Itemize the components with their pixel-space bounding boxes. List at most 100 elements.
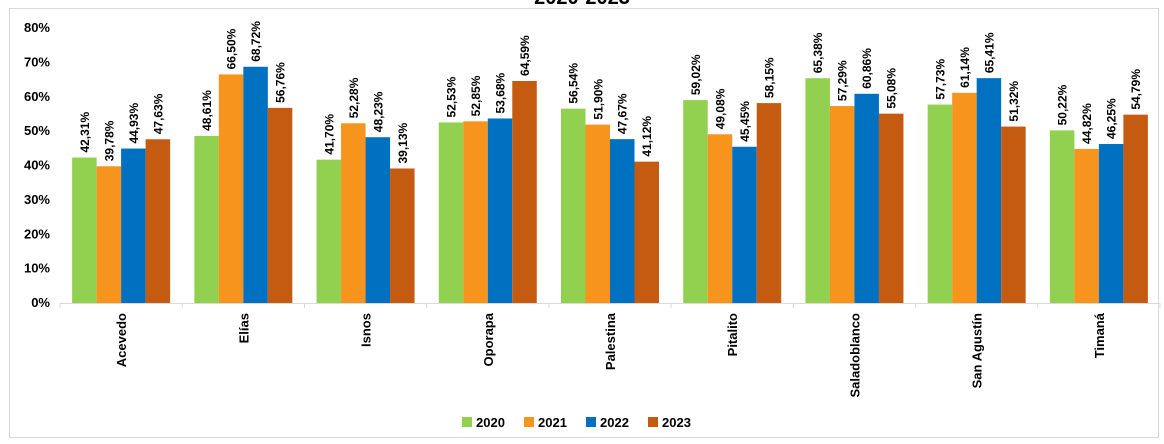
legend-label: 2023 (662, 415, 691, 430)
x-tick-label: Isnos (359, 313, 374, 347)
data-label: 55,08% (885, 68, 899, 109)
data-label: 39,13% (396, 122, 410, 163)
bar (267, 107, 293, 303)
legend-label: 2021 (538, 415, 567, 430)
bar (72, 157, 97, 303)
x-tick-label: San Agustín (970, 313, 985, 388)
x-tick-label: Oporapa (481, 312, 496, 366)
bar (854, 93, 879, 303)
data-label: 46,25% (1105, 98, 1119, 139)
legend-swatch (648, 417, 658, 427)
data-label: 56,54% (567, 63, 581, 104)
data-label: 54,79% (1129, 69, 1143, 110)
bar (952, 92, 977, 303)
data-label: 52,28% (347, 77, 361, 118)
bar (1098, 144, 1124, 303)
data-label: 53,68% (494, 72, 508, 113)
data-label: 50,22% (1056, 84, 1070, 125)
bar (732, 146, 757, 303)
data-label: 44,82% (1080, 103, 1094, 144)
y-tick-label: 10% (24, 261, 50, 276)
legend: 2020 2021 2022 2023 (462, 415, 691, 430)
data-label: 51,90% (591, 79, 605, 120)
data-label: 41,12% (640, 116, 654, 157)
bar (1049, 130, 1075, 303)
y-tick-label: 60% (24, 89, 50, 104)
data-label: 58,15% (762, 57, 776, 98)
bar (145, 139, 171, 303)
bar (1001, 126, 1026, 304)
x-tick-label: Acevedo (114, 313, 129, 367)
data-label: 48,61% (200, 90, 214, 131)
bar (512, 80, 537, 303)
y-tick-label: 70% (24, 54, 50, 69)
bar (683, 100, 708, 304)
data-label: 48,23% (371, 91, 385, 132)
data-label: 66,50% (225, 28, 239, 69)
bar (365, 137, 391, 303)
bar (438, 122, 464, 303)
bars (72, 66, 1148, 304)
data-label: 45,45% (738, 101, 752, 142)
y-tick-label: 0% (31, 295, 50, 310)
data-label: 42,31% (78, 112, 92, 153)
data-label: 47,63% (151, 93, 165, 134)
bar (463, 121, 488, 303)
y-tick-label: 50% (24, 123, 50, 138)
data-label: 44,93% (127, 103, 141, 144)
bar (194, 135, 219, 303)
bar (96, 166, 122, 303)
data-label: 65,38% (811, 32, 825, 73)
bar (561, 108, 586, 303)
bar (976, 78, 1002, 303)
bar (610, 139, 635, 303)
legend-swatch (462, 417, 472, 427)
data-label: 49,08% (713, 88, 727, 129)
x-tick-label: Elías (236, 313, 251, 343)
data-label: 41,70% (322, 114, 336, 155)
data-label: 65,41% (982, 32, 996, 73)
data-label: 51,32% (1007, 81, 1021, 122)
x-tick-label: Saladoblanco (847, 313, 862, 398)
y-axis: 0% 10% 20% 30% 40% 50% 60% 70% 80% (24, 20, 50, 310)
bar (341, 123, 366, 303)
data-label: 52,85% (469, 75, 483, 116)
bar (878, 113, 904, 303)
legend-swatch (524, 417, 534, 427)
x-axis: Acevedo Elías Isnos Oporapa Palestina Pitalit… (59, 303, 1161, 398)
bar (316, 159, 342, 303)
bar (1074, 148, 1099, 303)
bar (829, 106, 855, 303)
bar (121, 148, 146, 303)
data-label: 47,67% (616, 93, 630, 134)
x-tick-label: Timaná (1092, 312, 1107, 358)
bar (805, 78, 830, 303)
legend-swatch (586, 417, 596, 427)
data-label: 52,53% (445, 76, 459, 117)
legend-label: 2020 (476, 415, 505, 430)
data-label: 60,86% (860, 48, 874, 89)
chart-title: 2020-2023 (534, 0, 630, 9)
y-tick-label: 30% (24, 192, 50, 207)
y-tick-label: 20% (24, 226, 50, 241)
bar (243, 66, 268, 304)
data-labels: 42,31% 39,78% 44,93% 47,63% 48,61% 66,50% 68,7… (78, 21, 1143, 164)
bar (585, 124, 610, 303)
bar (390, 168, 415, 303)
data-label: 68,72% (249, 21, 263, 62)
data-label: 64,59% (518, 35, 532, 76)
y-tick-label: 80% (24, 20, 50, 35)
bar (756, 103, 782, 303)
legend-label: 2022 (600, 415, 629, 430)
bar (927, 104, 953, 303)
bar (634, 161, 659, 303)
data-label: 59,02% (689, 54, 703, 95)
x-tick-label: Palestina (603, 312, 618, 370)
bar (1123, 114, 1148, 303)
data-label: 57,73% (933, 59, 947, 100)
data-label: 56,76% (274, 62, 288, 103)
y-tick-label: 40% (24, 158, 50, 173)
bar (707, 134, 733, 303)
data-label: 39,78% (102, 120, 116, 161)
